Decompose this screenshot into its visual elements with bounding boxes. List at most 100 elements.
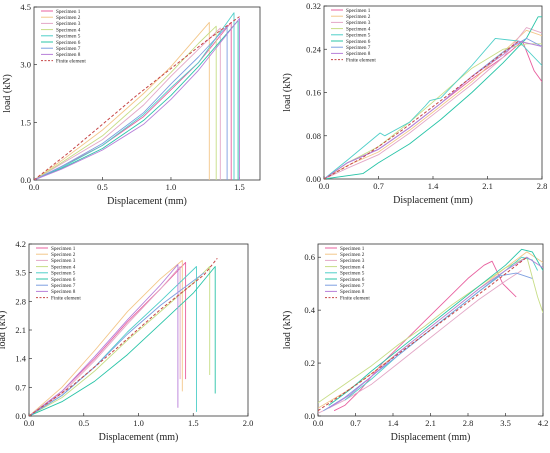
x-tick-label: 0.0	[313, 418, 324, 428]
plot-frame	[33, 6, 261, 181]
legend-entry: Specimen 4	[56, 27, 81, 33]
legend-entry: Specimen 5	[56, 34, 81, 40]
legend-entry: Specimen 5	[346, 33, 371, 39]
legend-entry: Specimen 4	[51, 264, 76, 270]
legend-entry: Specimen 6	[346, 39, 371, 45]
series-line-finite-element	[324, 40, 519, 179]
legend-entry: Specimen 2	[56, 15, 81, 21]
series-line-specimen-4	[34, 25, 217, 180]
legend-entry: Specimen 5	[340, 271, 365, 277]
legend-entry: Specimen 7	[346, 45, 371, 51]
x-tick-label: 3.5	[500, 418, 511, 428]
chart-top-left: 0.0 0.5 1.0 1.5 0.0 1.5 3.0 4.5 Displacement (mm…	[2, 2, 261, 207]
x-axis-label: Displacement (mm)	[99, 432, 179, 443]
legend-entry: Specimen 6	[51, 277, 76, 283]
x-tick-label: 0.0	[24, 418, 35, 428]
x-tick-label: 1.4	[388, 418, 399, 428]
x-tick-label: 1.0	[166, 182, 177, 192]
legend-entry: Specimen 2	[340, 252, 365, 258]
series-group	[318, 248, 543, 414]
x-axis-label: Displacement (mm)	[107, 196, 187, 207]
y-tick-label: 4.2	[15, 239, 26, 249]
y-tick-label: 0.0	[20, 175, 31, 185]
y-axis-label: load (kN)	[0, 311, 8, 350]
y-tick-label: 0.16	[306, 88, 321, 98]
legend-entry: Specimen 3	[346, 20, 371, 26]
x-tick-label: 2.1	[482, 181, 493, 191]
legend-entry: Specimen 8	[51, 289, 76, 295]
series-line-specimen-2	[34, 21, 210, 180]
series-line-finite-element	[29, 257, 218, 416]
x-tick-label: 0.5	[78, 418, 89, 428]
y-tick-label: 0.0	[304, 411, 315, 421]
series-line-specimen-8	[328, 256, 543, 409]
series-line-finite-element	[34, 16, 240, 180]
legend-entry: Specimen 3	[56, 21, 81, 27]
y-axis-label: load (kN)	[2, 74, 13, 113]
x-axis-label: Displacement (mm)	[391, 432, 471, 443]
series-line-specimen-6	[29, 266, 216, 416]
x-tick-label: 2.8	[463, 418, 474, 428]
series-line-specimen-8	[29, 264, 179, 416]
legend-entry: Specimen 3	[340, 258, 365, 264]
series-group	[34, 12, 240, 180]
legend-entry: Specimen 8	[346, 51, 371, 57]
y-tick-label: 1.5	[20, 117, 31, 127]
x-tick-label: 2.0	[243, 418, 254, 428]
legend-entry: Finite element	[346, 57, 376, 63]
legend-entry: Specimen 5	[51, 271, 76, 277]
x-axis-label: Displacement (mm)	[393, 195, 473, 206]
y-tick-label: 2.1	[15, 325, 26, 335]
y-axis-label: load (kN)	[282, 73, 293, 112]
y-tick-label: 0.24	[306, 44, 322, 54]
y-tick-label: 0.08	[306, 131, 321, 141]
legend-entry: Specimen 3	[51, 258, 76, 264]
y-tick-label: 0.0	[15, 411, 26, 421]
x-tick-label: 2.1	[425, 418, 436, 428]
series-line-specimen-3	[324, 27, 542, 179]
series-line-specimen-2	[29, 259, 183, 416]
series-line-specimen-7	[29, 272, 205, 416]
x-tick-label: 4.2	[538, 418, 549, 428]
x-tick-label: 1.5	[234, 182, 245, 192]
legend-entry: Specimen 2	[51, 252, 76, 258]
x-tick-label: 1.5	[188, 418, 199, 428]
y-axis-label: load (kN)	[282, 311, 293, 350]
series-line-specimen-4	[29, 266, 211, 416]
y-tick-label: 0.4	[304, 305, 315, 315]
y-tick-label: 4.5	[20, 2, 31, 12]
series-line-specimen-7	[34, 25, 228, 180]
x-tick-label: 1.4	[428, 181, 439, 191]
legend-entry: Finite element	[51, 295, 81, 301]
series-group	[324, 16, 542, 179]
legend-entry: Specimen 1	[346, 8, 371, 14]
x-tick-label: 0.0	[319, 181, 330, 191]
legend-entry: Specimen 4	[340, 264, 365, 270]
legend-entry: Specimen 2	[346, 14, 371, 20]
legend-entry: Specimen 7	[51, 283, 76, 289]
y-tick-label: 0.32	[306, 1, 321, 11]
y-tick-label: 1.4	[15, 354, 26, 364]
series-line-finite-element	[318, 256, 528, 412]
chart-top-right: 0.0 0.7 1.4 2.1 2.8 0.00 0.08 0.16 0.24 0.32 Displ…	[282, 1, 547, 206]
legend-entry: Finite element	[340, 295, 370, 301]
chart-bottom-left: 0.0 0.5 1.0 1.5 2.0 0.0 0.7 1.4 2.1 2.8 3.5 4.2 Disp…	[0, 239, 254, 443]
series-line-specimen-6	[328, 248, 543, 406]
series-line-specimen-3	[29, 266, 181, 416]
series-line-specimen-5	[34, 12, 235, 180]
series-line-specimen-6	[324, 16, 542, 179]
y-tick-label: 0.7	[15, 382, 26, 392]
y-tick-label: 0.6	[304, 252, 315, 262]
legend-entry: Specimen 7	[340, 283, 365, 289]
legend-entry: Specimen 8	[340, 289, 365, 295]
legend-entry: Specimen 1	[51, 246, 76, 252]
legend-entry: Specimen 1	[340, 246, 365, 252]
series-line-specimen-8	[34, 18, 240, 180]
y-tick-label: 3.0	[20, 60, 31, 70]
legend-entry: Specimen 8	[56, 52, 81, 58]
x-tick-label: 0.7	[373, 181, 384, 191]
chart-bottom-right: 0.0 0.7 1.4 2.1 2.8 3.5 4.2 0.0 0.2 0.4 0.6 Displac…	[282, 243, 549, 443]
x-tick-label: 0.7	[350, 418, 361, 428]
y-tick-label: 3.5	[15, 268, 26, 278]
